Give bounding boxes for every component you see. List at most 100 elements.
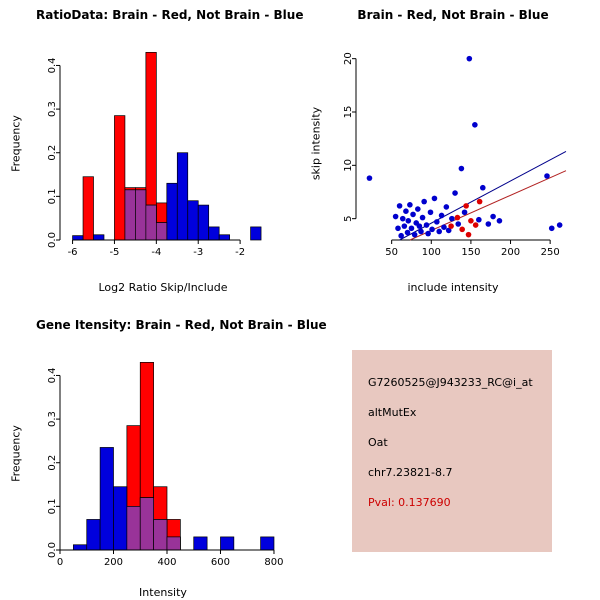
scatter-point-not-brain — [403, 208, 409, 214]
x-tick-label: 200 — [104, 557, 123, 568]
scatter-point-not-brain — [476, 216, 482, 223]
x-tick-label: 400 — [157, 557, 176, 568]
x-tick-label: -3 — [193, 247, 203, 258]
x-tick-label: 100 — [422, 247, 441, 258]
hist-bar-blue — [218, 234, 230, 241]
scatter-point-not-brain — [408, 225, 415, 232]
scatter-point-not-brain — [411, 231, 418, 238]
ratio-hist-ylabel: Frequency — [9, 115, 23, 172]
y-tick-label: 0.0 — [47, 232, 58, 248]
y-tick-label: 20 — [343, 52, 354, 65]
x-tick-label: 250 — [541, 247, 560, 258]
scatter-point-not-brain — [396, 203, 403, 209]
hist-bar-overlap — [166, 536, 181, 551]
gene-name-text: Oat — [368, 436, 388, 449]
hist-bar-blue — [72, 235, 84, 241]
regression-line-red — [409, 170, 567, 241]
event-type-text: altMutEx — [368, 406, 417, 419]
hist-bar-blue — [86, 519, 101, 551]
scatter-point-not-brain — [421, 198, 427, 205]
scatter-point-brain — [448, 223, 454, 229]
scatter-point-not-brain — [392, 213, 399, 220]
scatter-point-brain — [463, 203, 469, 209]
x-tick-label: 150 — [461, 247, 480, 258]
hist-bar-blue — [220, 536, 235, 551]
scatter-point-not-brain — [419, 214, 426, 221]
x-tick-label: -4 — [151, 247, 161, 258]
ratio-hist-title: RatioData: Brain - Red, Not Brain - Blue — [36, 8, 304, 22]
hist-bar-overlap — [126, 506, 141, 551]
hist-bar-overlap — [153, 519, 168, 551]
hist-bar-overlap — [124, 189, 136, 241]
scatter-point-brain — [476, 198, 483, 205]
scatter-point-not-brain — [416, 223, 423, 229]
scatter-point-not-brain — [434, 219, 440, 225]
scatter-point-not-brain — [425, 230, 431, 237]
scatter-point-not-brain — [455, 221, 462, 227]
scatter-point-not-brain — [427, 209, 434, 216]
y-tick-label: 0.1 — [47, 498, 58, 514]
x-tick-label: -6 — [68, 247, 78, 258]
scatter-point-not-brain — [366, 175, 373, 181]
scatter-point-not-brain — [445, 227, 452, 234]
y-tick-label: 0.3 — [47, 101, 58, 117]
scatter-point-not-brain — [410, 211, 416, 218]
y-tick-label: 0.2 — [47, 145, 58, 161]
scatter-point-not-brain — [401, 223, 408, 229]
y-tick-label: 0.1 — [47, 188, 58, 204]
x-tick-label: -2 — [235, 247, 245, 258]
gene-histogram-plot: 0 200 400 600 800 0.0 0.1 0.2 0.3 0.4 — [47, 362, 284, 568]
scatter-point-not-brain — [556, 222, 563, 228]
scatter-title: Brain - Red, Not Brain - Blue — [357, 8, 549, 22]
scatter-point-not-brain — [461, 209, 468, 216]
hist-bar-overlap — [135, 189, 147, 241]
hist-bar-blue — [208, 226, 220, 241]
info-panel: G7260525@J943233_RC@i_at altMutEx Oat ch… — [352, 350, 552, 552]
gene-hist-ylabel: Frequency — [9, 425, 23, 482]
scatter-point-not-brain — [485, 221, 492, 227]
hist-bar-red — [114, 115, 126, 241]
scatter-point-not-brain — [398, 232, 404, 239]
hist-bar-blue — [99, 447, 114, 551]
scatter-point-not-brain — [431, 195, 438, 202]
hist-bar-blue — [197, 204, 210, 241]
y-tick-label: 0.4 — [47, 58, 58, 74]
scatter-point-not-brain — [404, 229, 411, 236]
scatter-point-brain — [454, 214, 461, 221]
x-tick-label: 0 — [57, 557, 63, 568]
scatter-ylabel: skip intensity — [309, 106, 323, 181]
scatter-point-not-brain — [472, 122, 478, 128]
scatter-point-brain — [459, 226, 465, 233]
hist-bar-blue — [73, 544, 88, 551]
scatter-point-not-brain — [458, 165, 465, 172]
scatter-point-not-brain — [496, 218, 503, 224]
intensity-scatter-plot: 50 100 150 200 250 5 10 15 20 — [343, 52, 567, 258]
hist-bar-overlap — [145, 204, 157, 241]
y-tick-label: 0.2 — [47, 455, 58, 471]
gene-hist-title: Gene Itensity: Brain - Red, Not Brain - … — [36, 318, 327, 332]
location-text: chr7.23821-8.7 — [368, 466, 453, 479]
scatter-point-not-brain — [544, 173, 550, 179]
scatter-point-not-brain — [423, 222, 430, 228]
hist-bar-blue — [250, 226, 262, 241]
scatter-point-brain — [468, 218, 474, 224]
hist-bar-blue — [93, 234, 105, 241]
ratio-histogram-plot: -6 -5 -4 -3 -2 0.0 0.1 0.2 0.3 0.4 — [47, 52, 262, 258]
hist-bar-overlap — [139, 497, 154, 551]
scatter-point-not-brain — [429, 226, 435, 233]
pval-text: Pval: 0.137690 — [368, 496, 451, 509]
x-tick-label: 50 — [385, 247, 398, 258]
scatter-point-brain — [472, 222, 479, 228]
scatter-point-not-brain — [395, 225, 401, 232]
hist-bar-blue — [187, 200, 199, 241]
scatter-point-not-brain — [452, 190, 458, 196]
hist-bar-blue — [113, 486, 128, 551]
x-tick-label: 200 — [501, 247, 520, 258]
hist-bar-red — [82, 176, 94, 241]
y-tick-label: 5 — [343, 215, 354, 221]
hist-bar-overlap — [155, 222, 168, 241]
y-tick-label: 0.3 — [47, 411, 58, 427]
scatter-xlabel: include intensity — [407, 281, 499, 294]
hist-bar-blue — [166, 182, 178, 241]
scatter-point-not-brain — [441, 224, 447, 230]
